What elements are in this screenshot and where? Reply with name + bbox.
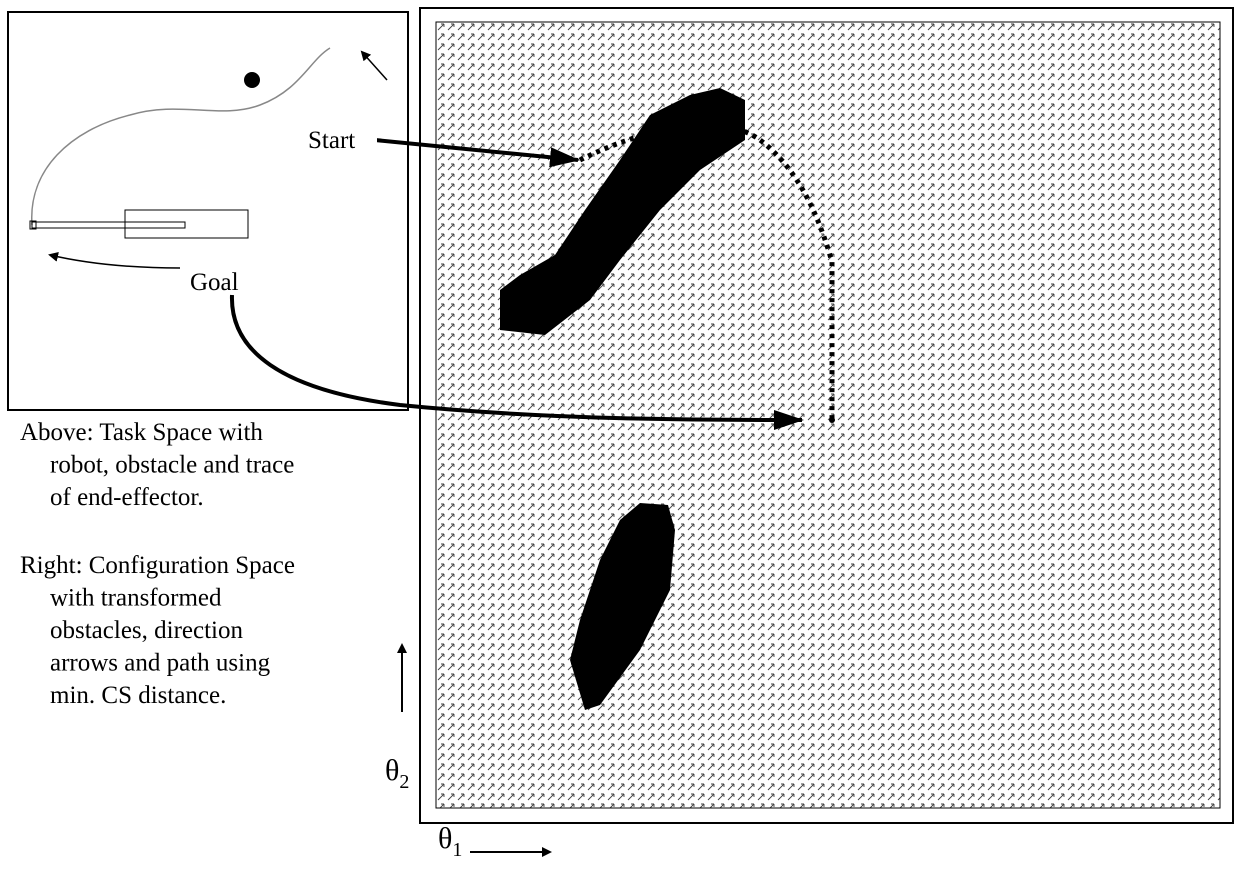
caption-line: with transformed — [50, 585, 222, 612]
end-effector-trace — [32, 48, 330, 225]
start-arrow — [362, 52, 387, 80]
caption-line: obstacles, direction — [50, 617, 243, 644]
obstacle — [244, 72, 260, 88]
goal-arrow — [50, 255, 180, 268]
goal-point — [829, 417, 835, 423]
robot-base — [125, 210, 248, 238]
robot-arm — [32, 222, 185, 228]
caption-line: arrows and path using — [50, 650, 271, 677]
y-axis-label: θ2 — [385, 754, 409, 793]
axis-subscript: 1 — [452, 839, 462, 861]
axis-subscript: 2 — [399, 771, 409, 793]
task-space-box — [8, 12, 408, 410]
start-label: Start — [308, 127, 355, 154]
x-axis-label: θ1 — [438, 822, 462, 861]
caption-line: of end-effector. — [50, 484, 204, 511]
figure: Start Goal Above: Task Space with robot, … — [0, 0, 1237, 865]
page: Start Goal Above: Task Space with robot, … — [0, 0, 1237, 870]
caption-line: Above: Task Space with — [20, 419, 263, 446]
caption-line: Right: Configuration Space — [20, 552, 295, 579]
caption-line: min. CS distance. — [50, 682, 226, 709]
captions: Above: Task Space with robot, obstacle an… — [20, 419, 295, 709]
axis-symbol: θ — [385, 754, 399, 787]
caption-line: robot, obstacle and trace — [50, 452, 294, 479]
axis-symbol: θ — [438, 822, 452, 855]
goal-label: Goal — [190, 269, 239, 296]
